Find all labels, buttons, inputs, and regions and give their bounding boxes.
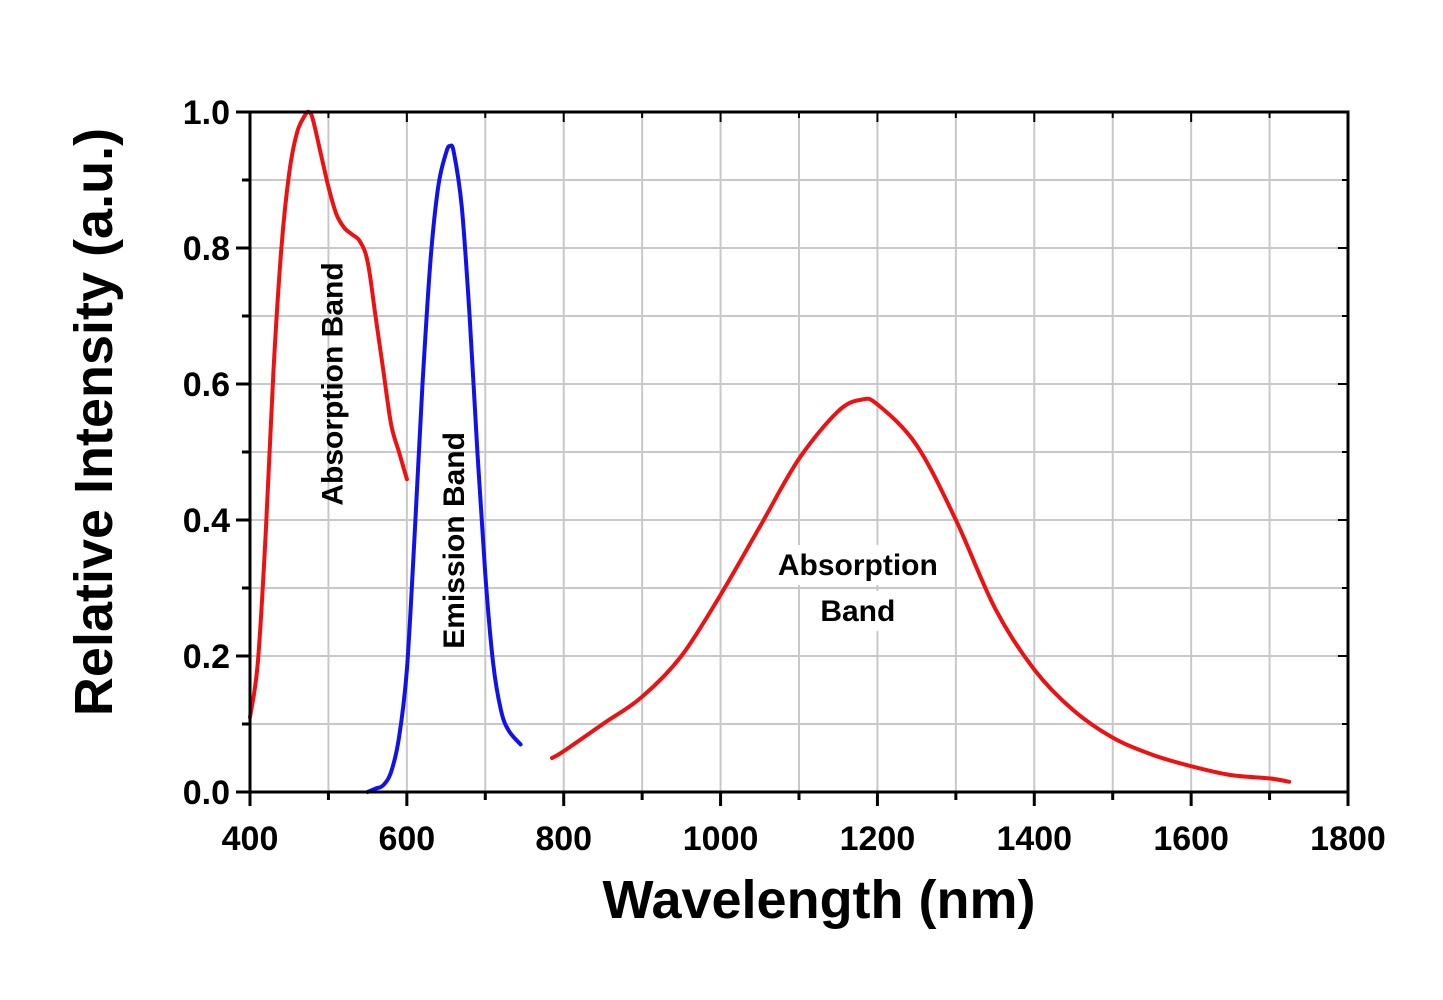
- x-axis-label: Wavelength (nm): [602, 870, 1035, 930]
- x-tick-label: 1200: [840, 820, 916, 858]
- series-layer: [248, 109, 1292, 794]
- x-tick-label: 400: [222, 820, 279, 858]
- y-tick-labels: 0.0 0.2 0.4 0.6 0.8 1.0: [183, 94, 230, 812]
- series-line-2: [365, 143, 523, 794]
- annotation-2: Emission Band: [438, 432, 471, 649]
- y-tick-label: 0.4: [183, 502, 230, 540]
- annotation-bg: [767, 545, 948, 585]
- x-tick-label: 800: [535, 820, 592, 858]
- y-tick-label: 0.6: [183, 366, 230, 404]
- annotation-1: Absorption Band: [316, 262, 349, 505]
- y-tick-label: 1.0: [183, 94, 230, 132]
- x-tick-label: 1800: [1310, 820, 1386, 858]
- x-tick-label: 1000: [683, 820, 759, 858]
- x-tick-label: 600: [378, 820, 435, 858]
- y-tick-label: 0.0: [183, 774, 230, 812]
- annotation-3-line-1: Absorption: [778, 549, 938, 582]
- annotation-bg: [818, 591, 897, 631]
- y-tick-label: 0.8: [183, 230, 230, 268]
- series-line-3: [550, 396, 1292, 784]
- annotation-3-line-2: Band: [820, 595, 895, 628]
- annotations: Absorption Band Emission Band Absorption Ba…: [316, 262, 948, 649]
- x-tick-label: 1400: [996, 820, 1072, 858]
- x-tick-label: 1600: [1153, 820, 1229, 858]
- x-tick-labels: 400 600 800 1000 1200 1400 1600 1800: [222, 820, 1386, 858]
- grid: [250, 112, 1348, 792]
- y-tick-label: 0.2: [183, 638, 230, 676]
- ticks: [236, 110, 1350, 806]
- series-line-1: [248, 109, 409, 720]
- y-axis-label: Relative Intensity (a.u.): [64, 128, 124, 716]
